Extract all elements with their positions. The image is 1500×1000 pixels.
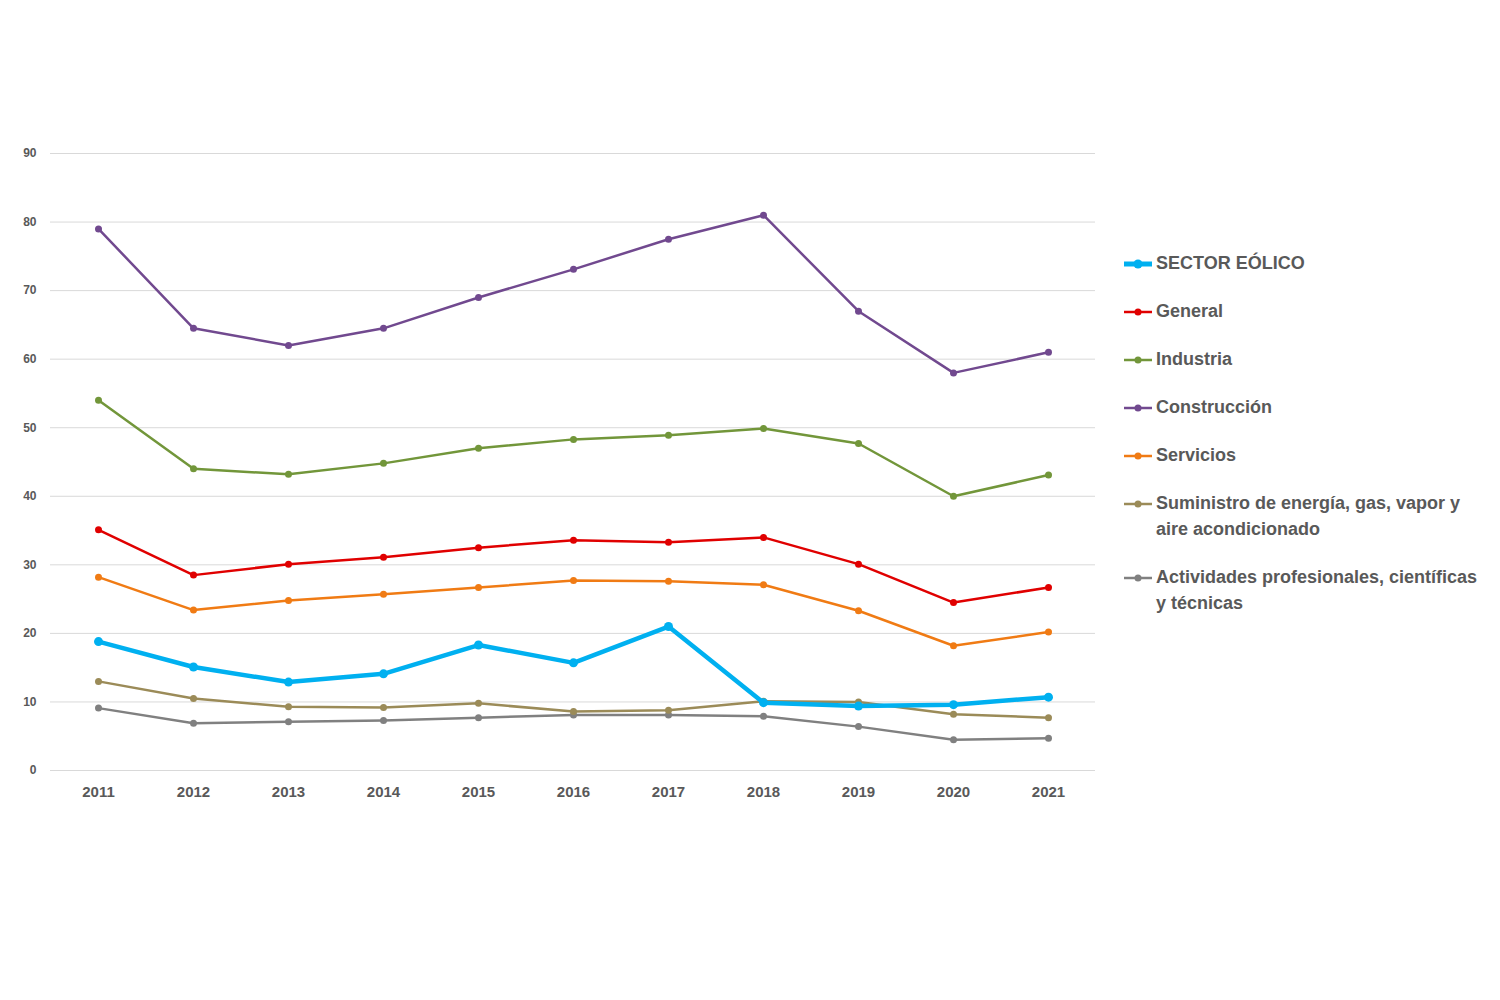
svg-text:40: 40 <box>23 489 37 503</box>
svg-text:0: 0 <box>30 763 37 777</box>
svg-text:60: 60 <box>23 352 37 366</box>
html-text:Industria: Industria <box>1156 349 1232 369</box>
svg-text:2019: 2019 <box>842 783 875 800</box>
svg-text:90: 90 <box>23 146 37 160</box>
svg-text:80: 80 <box>23 215 37 229</box>
svg-text:2011: 2011 <box>82 783 115 800</box>
svg-text:2014: 2014 <box>367 783 401 800</box>
svg-text:2015: 2015 <box>462 783 495 800</box>
svg-text:10: 10 <box>23 695 37 709</box>
svg-text:50: 50 <box>23 421 37 435</box>
svg-text:2021: 2021 <box>1032 783 1065 800</box>
svg-text:20: 20 <box>23 626 37 640</box>
svg-text:70: 70 <box>23 283 37 297</box>
svg-text:2018: 2018 <box>747 783 780 800</box>
svg-text:30: 30 <box>23 558 37 572</box>
svg-text:2020: 2020 <box>937 783 970 800</box>
svg-text:2017: 2017 <box>652 783 685 800</box>
svg-text:2013: 2013 <box>272 783 305 800</box>
html-text:General: General <box>1156 301 1223 321</box>
html-text:Actividades profesionales, cie: Actividades profesionales, científicas y… <box>1156 567 1478 613</box>
html-text:Construcción: Construcción <box>1156 397 1272 417</box>
html-text:SECTOR EÓLICO: SECTOR EÓLICO <box>1156 253 1305 273</box>
html-text:Suministro de energía, gas, va: Suministro de energía, gas, vapor y aire… <box>1156 493 1461 539</box>
html-text:Servicios: Servicios <box>1156 445 1237 465</box>
svg-text:2012: 2012 <box>177 783 210 800</box>
svg-text:2016: 2016 <box>557 783 590 800</box>
